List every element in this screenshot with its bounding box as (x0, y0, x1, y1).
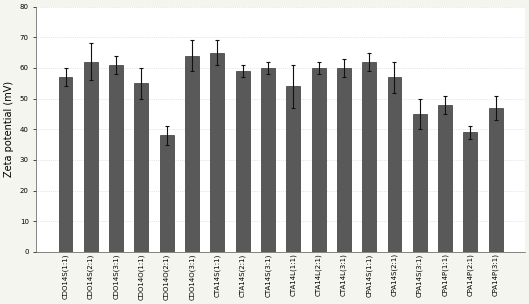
Y-axis label: Zeta potential (mV): Zeta potential (mV) (4, 81, 14, 177)
Bar (160, 136, 174, 252)
Bar (489, 108, 503, 252)
Bar (337, 68, 351, 252)
Bar (185, 56, 199, 252)
Bar (362, 62, 376, 252)
Bar (312, 68, 325, 252)
Bar (413, 114, 427, 252)
Bar (59, 77, 72, 252)
Bar (388, 77, 402, 252)
Bar (211, 53, 224, 252)
Bar (286, 86, 300, 252)
Bar (463, 132, 477, 252)
Bar (261, 68, 275, 252)
Bar (84, 62, 98, 252)
Bar (236, 71, 250, 252)
Bar (438, 105, 452, 252)
Bar (134, 83, 149, 252)
Bar (109, 65, 123, 252)
